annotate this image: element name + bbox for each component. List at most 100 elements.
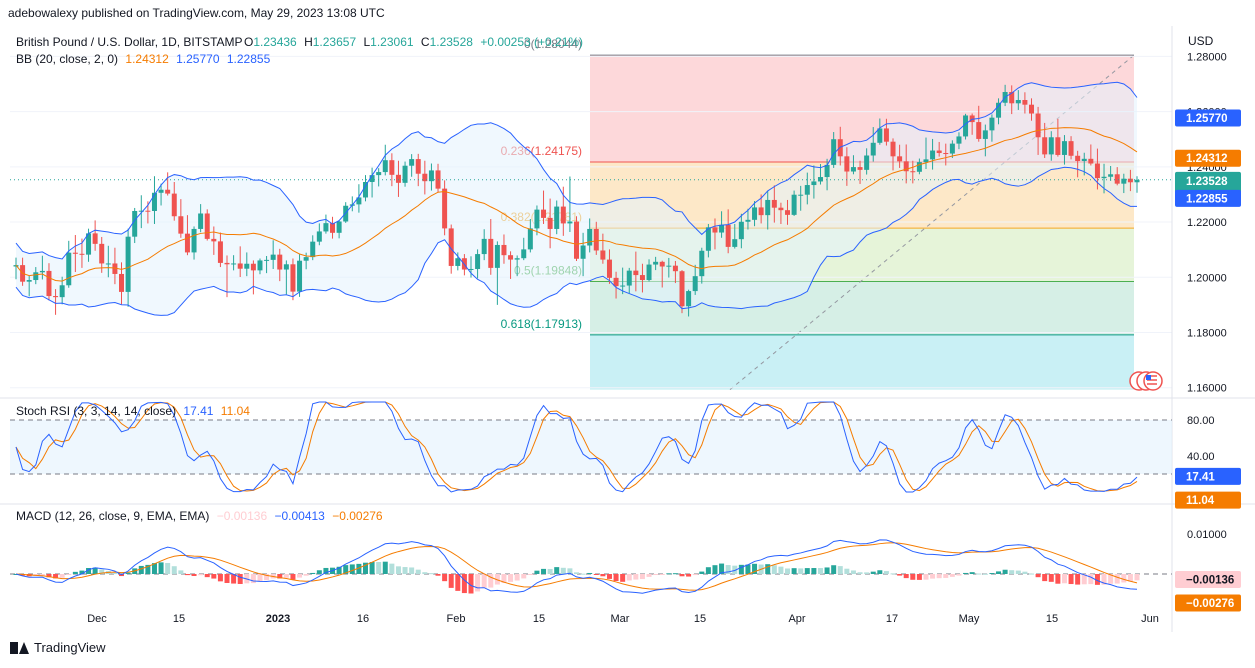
candle-body: [1015, 100, 1021, 104]
candle-body: [943, 153, 949, 155]
time-tick-label: Dec: [87, 613, 107, 625]
macd-histogram-bar: [349, 564, 355, 574]
macd-histogram-bar: [290, 574, 296, 580]
macd-histogram-bar: [369, 561, 375, 574]
candle-body: [883, 128, 889, 142]
macd-histogram-bar: [1127, 574, 1133, 582]
candle-body: [270, 254, 276, 260]
tag-stoch-d-text: 11.04: [1186, 495, 1215, 507]
macd-histogram-bar: [752, 563, 758, 574]
macd-histogram-bar: [448, 574, 454, 588]
candle-body: [633, 270, 639, 276]
tag-macd-signal: [1175, 594, 1241, 612]
candle-body: [600, 250, 606, 260]
candle-body: [191, 228, 197, 253]
time-tick-label: 15: [694, 613, 706, 625]
candle-body: [501, 244, 507, 256]
candle-body: [1094, 163, 1100, 179]
macd-histogram-bar: [982, 573, 988, 575]
candle-body: [151, 192, 157, 211]
fib-level-label: 0(1.28044): [524, 37, 582, 51]
candle-body: [719, 224, 725, 233]
candle-body: [745, 219, 751, 222]
tag-bb-lower: [1175, 189, 1241, 207]
candle-body: [890, 141, 896, 157]
footer: TradingView: [10, 640, 106, 655]
price-tick-label: 1.18000: [1187, 327, 1227, 339]
price-tick-label: 1.20000: [1187, 272, 1227, 284]
macd-legend: MACD (12, 26, close, 9, EMA, EMA) −0.001…: [16, 509, 383, 523]
candle-body: [165, 189, 171, 194]
macd-histogram-bar: [666, 573, 672, 575]
candle-body: [1009, 91, 1015, 104]
macd-histogram-bar: [402, 567, 408, 574]
tag-bb-basis-text: 1.24312: [1186, 153, 1228, 165]
macd-histogram-bar: [356, 563, 362, 574]
candle-body: [778, 207, 784, 211]
macd-histogram-bar: [1061, 574, 1067, 584]
candle-body: [217, 241, 223, 263]
macd-histogram-bar: [1114, 574, 1120, 584]
candle-body: [494, 244, 500, 268]
candle-body: [725, 224, 731, 247]
macd-histogram-bar: [435, 574, 441, 576]
macd-histogram-bar: [86, 567, 92, 574]
candle-body: [336, 221, 342, 233]
macd-histogram-bar: [587, 572, 593, 574]
macd-histogram-bar: [705, 567, 711, 574]
candle-body: [1022, 100, 1028, 105]
candle-body: [250, 263, 256, 271]
macd-histogram-bar: [910, 574, 916, 580]
macd-histogram-bar: [79, 570, 85, 574]
candle-body: [587, 228, 593, 246]
macd-histogram-bar: [870, 571, 876, 574]
macd-histogram-bar: [877, 570, 883, 574]
macd-pane: 0.01000: [10, 529, 1227, 594]
candle-body: [613, 277, 619, 287]
macd-histogram-bar: [963, 572, 969, 574]
macd-histogram-bar: [461, 574, 467, 594]
macd-histogram-bar: [1022, 571, 1028, 574]
candle-body: [659, 261, 665, 267]
candles: [10, 84, 1172, 317]
macd-histogram-bar: [92, 567, 98, 574]
candle-body: [475, 254, 481, 269]
macd-histogram-bar: [864, 572, 870, 574]
candle-body: [488, 238, 494, 268]
candle-body: [1121, 178, 1127, 184]
time-tick-label: Apr: [788, 613, 805, 625]
tag-bb-basis: [1175, 149, 1241, 167]
candle-body: [534, 209, 540, 229]
candle-body: [923, 159, 929, 163]
macd-histogram-bar: [488, 574, 494, 588]
macd-histogram-bar: [890, 573, 896, 575]
time-tick-label: 17: [886, 613, 898, 625]
candle-body: [508, 255, 514, 260]
candle-body: [738, 221, 744, 240]
macd-histogram-bar: [930, 574, 936, 579]
candle-body: [541, 209, 547, 218]
candle-body: [771, 199, 777, 208]
macd-histogram-bar: [72, 571, 78, 574]
candle-body: [376, 172, 382, 176]
macd-histogram-bar: [53, 574, 59, 579]
macd-histogram-bar: [778, 566, 784, 574]
candle-body: [1055, 137, 1061, 155]
macd-histogram-bar: [455, 574, 461, 591]
candle-body: [237, 263, 243, 269]
macd-histogram-bar: [567, 568, 573, 574]
candle-body: [1035, 113, 1041, 138]
macd-histogram-bar: [1055, 574, 1061, 584]
macd-histogram-bar: [191, 574, 197, 577]
candle-body: [99, 243, 105, 264]
macd-histogram-bar: [138, 565, 144, 574]
candle-body: [996, 102, 1002, 118]
time-tick-label: Feb: [447, 613, 466, 625]
macd-histogram-bar: [112, 573, 118, 575]
macd-histogram-bar: [389, 563, 395, 574]
macd-histogram-bar: [468, 574, 474, 594]
candle-body: [46, 270, 52, 297]
candle-body: [844, 156, 850, 172]
tag-bb-upper-text: 1.25770: [1186, 113, 1228, 125]
macd-histogram-bar: [39, 574, 45, 576]
